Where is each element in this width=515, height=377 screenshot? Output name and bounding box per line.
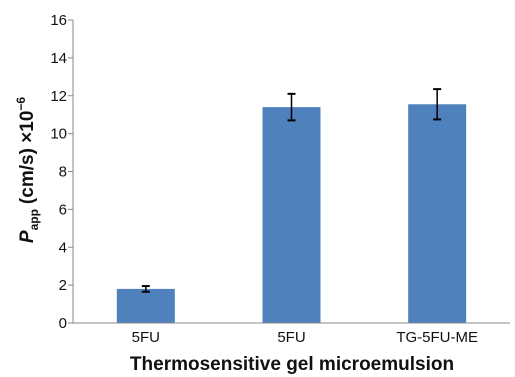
- x-axis-title: Thermosensitive gel microemulsion: [130, 354, 454, 375]
- y-tick-label: 2: [59, 277, 67, 294]
- y-axis-title-subscript: app: [27, 209, 41, 230]
- x-axis-ticks: 5FU 5FU TG-5FU-ME: [132, 329, 478, 346]
- y-tick-label: 0: [59, 315, 67, 332]
- y-tick-label: 8: [59, 164, 67, 181]
- y-tick-label: 12: [50, 88, 67, 105]
- bar: [116, 288, 175, 323]
- y-tick-label: 4: [59, 239, 67, 256]
- y-axis-title-unit: (cm/s) ×10: [17, 111, 38, 204]
- x-tick-label: TG-5FU-ME: [396, 329, 478, 346]
- y-tick-label: 16: [50, 12, 67, 29]
- error-bars: [141, 88, 442, 293]
- x-tick-label: 5FU: [132, 329, 160, 346]
- y-axis-title: Papp (cm/s) ×10−6: [14, 97, 41, 244]
- x-tick-label: 5FU: [277, 329, 305, 346]
- y-axis-title-exponent: −6: [14, 97, 28, 111]
- y-axis-ticks: 0 2 4 6 8 10 12 14 16: [50, 12, 73, 332]
- bar: [262, 107, 321, 323]
- y-tick-label: 14: [50, 50, 67, 67]
- bar-series: [116, 104, 467, 323]
- y-tick-label: 6: [59, 201, 67, 218]
- bar: [408, 104, 467, 323]
- y-tick-label: 10: [50, 126, 67, 143]
- y-axis-title-symbol: P: [17, 230, 38, 243]
